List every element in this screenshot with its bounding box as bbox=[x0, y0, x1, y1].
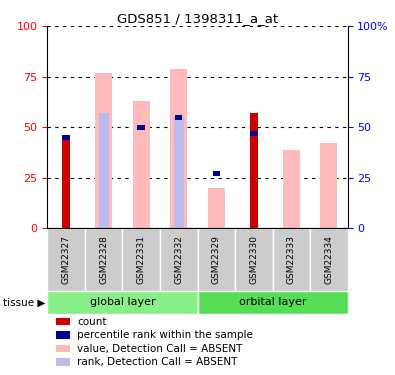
Bar bbox=[213, 171, 220, 176]
Title: GDS851 / 1398311_a_at: GDS851 / 1398311_a_at bbox=[117, 12, 278, 25]
Text: GSM22333: GSM22333 bbox=[287, 235, 296, 284]
Bar bbox=[198, 228, 235, 291]
Text: GSM22327: GSM22327 bbox=[62, 235, 71, 284]
Bar bbox=[175, 115, 182, 120]
Bar bbox=[198, 291, 348, 314]
Bar bbox=[56, 318, 70, 326]
Bar bbox=[235, 228, 273, 291]
Text: rank, Detection Call = ABSENT: rank, Detection Call = ABSENT bbox=[77, 357, 238, 367]
Text: GSM22330: GSM22330 bbox=[249, 235, 258, 284]
Bar bbox=[56, 345, 70, 352]
Bar bbox=[174, 117, 184, 228]
Bar bbox=[137, 125, 145, 130]
Text: orbital layer: orbital layer bbox=[239, 297, 306, 307]
Text: tissue ▶: tissue ▶ bbox=[3, 297, 45, 307]
Text: GSM22328: GSM22328 bbox=[99, 235, 108, 284]
Bar bbox=[250, 113, 258, 228]
Bar bbox=[170, 69, 187, 228]
Bar bbox=[47, 228, 85, 291]
Text: global layer: global layer bbox=[90, 297, 155, 307]
Bar bbox=[208, 188, 225, 228]
Text: percentile rank within the sample: percentile rank within the sample bbox=[77, 330, 253, 340]
Bar bbox=[273, 228, 310, 291]
Bar bbox=[62, 135, 70, 140]
Text: count: count bbox=[77, 317, 107, 327]
Bar bbox=[160, 228, 198, 291]
Text: GSM22331: GSM22331 bbox=[137, 235, 146, 284]
Bar bbox=[250, 131, 258, 136]
Bar bbox=[95, 73, 112, 228]
Bar bbox=[56, 358, 70, 366]
Bar bbox=[320, 144, 337, 228]
Bar bbox=[310, 228, 348, 291]
Text: GSM22332: GSM22332 bbox=[174, 235, 183, 284]
Bar bbox=[62, 140, 70, 228]
Text: GSM22329: GSM22329 bbox=[212, 235, 221, 284]
Bar bbox=[85, 228, 122, 291]
Bar bbox=[99, 113, 109, 228]
Text: value, Detection Call = ABSENT: value, Detection Call = ABSENT bbox=[77, 344, 243, 354]
Bar bbox=[133, 101, 150, 228]
Bar bbox=[47, 291, 198, 314]
Bar bbox=[283, 150, 300, 228]
Bar bbox=[122, 228, 160, 291]
Bar bbox=[56, 332, 70, 339]
Text: GSM22334: GSM22334 bbox=[324, 235, 333, 284]
